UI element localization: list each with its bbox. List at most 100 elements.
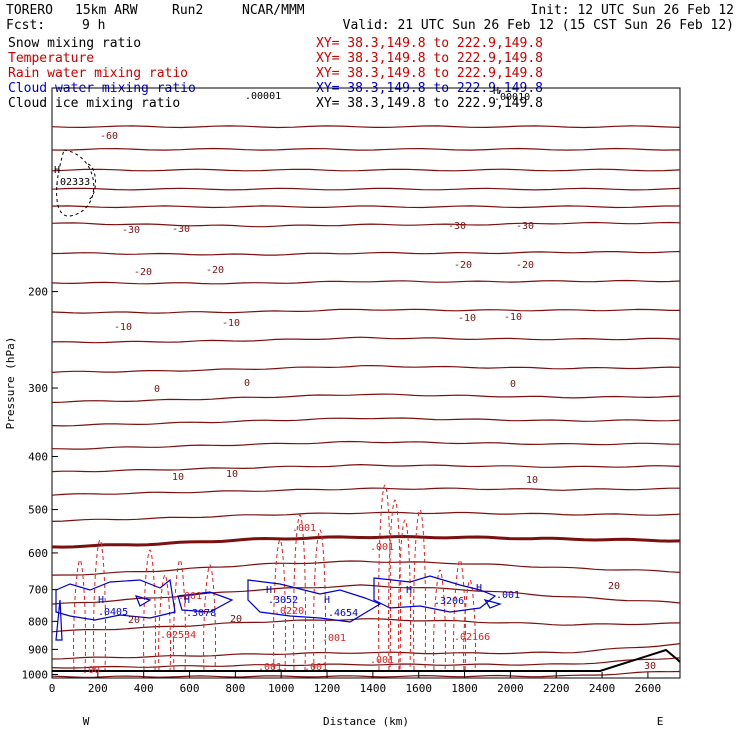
header-init: Init: 12 UTC Sun 26 Feb 12 xyxy=(531,3,735,18)
y-tick-label: 200 xyxy=(28,286,48,299)
isotherm-line xyxy=(51,584,681,605)
rain-contour xyxy=(293,514,307,671)
isotherm-line xyxy=(51,618,681,633)
contour-label: -60 xyxy=(100,131,118,142)
rain-contour xyxy=(143,549,157,671)
rain-contour xyxy=(203,564,217,671)
contour-label: .001 xyxy=(370,542,394,553)
isotherm-line xyxy=(51,125,681,129)
contour-label: -10 xyxy=(458,313,476,324)
contour-label: .3206 xyxy=(434,596,464,607)
cloud-water-contour xyxy=(55,578,176,621)
contour-label: .02333 xyxy=(54,177,90,188)
contour-label: 30 xyxy=(644,661,656,672)
contour-label: -10 xyxy=(114,322,132,333)
x-tick-label: 400 xyxy=(134,682,154,695)
contour-label: .3078 xyxy=(186,608,216,619)
contour-label: .3052 xyxy=(268,595,298,606)
contour-label: -20 xyxy=(206,265,224,276)
isotherm-line xyxy=(51,205,680,209)
isotherm-line xyxy=(51,670,681,678)
contour-label: .02166 xyxy=(454,632,490,643)
west-label: W xyxy=(83,715,90,728)
cloud-water-contour xyxy=(373,575,497,613)
contour-label: .02534 xyxy=(160,630,196,641)
rain-contour xyxy=(173,559,187,671)
x-tick-label: 1800 xyxy=(451,682,478,695)
legend-label: Temperature xyxy=(8,51,94,66)
contour-label: .0405 xyxy=(98,607,128,618)
contour-label: 0 xyxy=(154,384,160,395)
legend-xy: XY= 38.3,149.8 to 222.9,149.8 xyxy=(316,36,543,51)
contour-label: .001 xyxy=(292,523,316,534)
isotherm-line xyxy=(51,487,680,496)
isotherm-line xyxy=(51,168,681,172)
y-tick-label: 500 xyxy=(28,504,48,517)
isotherm-line xyxy=(51,147,681,151)
y-tick-label: 800 xyxy=(28,615,48,628)
axes-layer: 0 200 400 600 800 1000 1200 1400 1600 1800 2000 220… xyxy=(4,286,663,728)
cloud-water-contour xyxy=(55,599,63,641)
isotherm-line xyxy=(51,393,681,404)
contour-labels: -60 -30 -30 -30 -30 -20 -20 -20 -20 -10 … xyxy=(54,86,656,676)
y-tick-label: 300 xyxy=(28,382,48,395)
contour-label: .001 xyxy=(258,662,282,673)
y-tick-label: 600 xyxy=(28,547,48,560)
x-tick-label: 1400 xyxy=(360,682,387,695)
rain-contour xyxy=(463,579,477,671)
x-tick-label: 1200 xyxy=(314,682,341,695)
contour-label: .001 xyxy=(322,633,346,644)
isotherm-line xyxy=(51,279,681,285)
contour-label: .001 xyxy=(178,591,202,602)
isotherm-line xyxy=(51,221,681,228)
y-tick-label: 900 xyxy=(28,643,48,656)
cloud-ice-contour xyxy=(56,149,95,217)
isotherm-line xyxy=(51,308,680,314)
contour-label: H xyxy=(266,585,272,596)
contour-label: -20 xyxy=(134,267,152,278)
contour-label: H xyxy=(493,86,499,97)
x-tick-label: 200 xyxy=(88,682,108,695)
legend-xy: XY= 38.3,149.8 to 222.9,149.8 xyxy=(316,51,543,66)
cloud-water-contour xyxy=(247,579,382,623)
rain-contour xyxy=(413,509,427,671)
isotherm-line xyxy=(51,250,681,256)
rain-contour xyxy=(73,559,87,671)
mixing-ratio-layer xyxy=(55,149,502,671)
contour-label: -30 xyxy=(448,221,466,232)
contour-label: H xyxy=(184,595,190,606)
cloud-water-contour xyxy=(134,595,152,607)
contour-label: -10 xyxy=(504,312,522,323)
cloud-ice-contour xyxy=(87,163,96,201)
header-fcst-value: 9 h xyxy=(82,18,105,33)
contour-label: -10 xyxy=(222,318,240,329)
isotherm-line xyxy=(51,417,681,427)
x-tick-label: 0 xyxy=(49,682,56,695)
contour-label: H xyxy=(98,595,104,606)
header-run: Run2 xyxy=(172,3,203,18)
rain-contour xyxy=(433,569,447,671)
contour-label: H xyxy=(54,165,60,176)
contour-label: 0 xyxy=(244,378,250,389)
cloud-water-contour xyxy=(483,599,502,609)
header-org: NCAR/MMM xyxy=(242,3,305,18)
y-tick-label: 400 xyxy=(28,450,48,463)
x-tick-label: 800 xyxy=(225,682,245,695)
x-tick-label: 2400 xyxy=(589,682,616,695)
contour-label: .4654 xyxy=(328,608,358,619)
header-model: TORERO xyxy=(6,3,53,18)
contour-label: -30 xyxy=(516,221,534,232)
rain-contour xyxy=(388,499,402,671)
contour-label: H xyxy=(476,583,482,594)
y-tick-label: 700 xyxy=(28,584,48,597)
legend-xy: XY= 38.3,149.8 to 222.9,149.8 xyxy=(316,66,543,81)
x-tick-label: 1000 xyxy=(268,682,295,695)
isotherm-layer xyxy=(51,125,681,678)
isotherm-line xyxy=(51,643,681,660)
rain-contour xyxy=(93,539,107,671)
contour-label: H xyxy=(324,595,330,606)
rain-contour xyxy=(398,519,412,671)
east-label: E xyxy=(657,715,664,728)
contour-label: 0 xyxy=(510,379,516,390)
contour-label: 20 xyxy=(230,614,242,625)
